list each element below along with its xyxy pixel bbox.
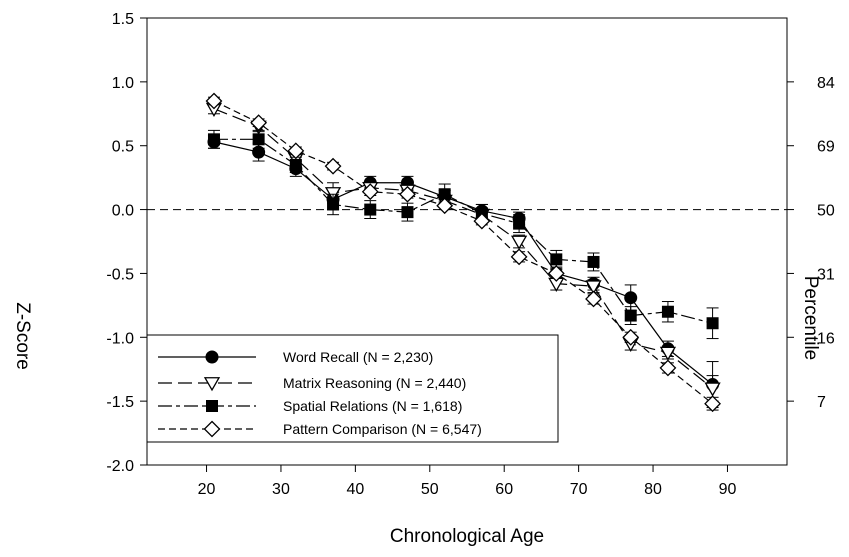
legend-marker <box>205 350 219 364</box>
data-point <box>659 359 677 377</box>
data-point <box>327 198 340 211</box>
series-line <box>213 138 713 324</box>
data-point <box>513 217 526 230</box>
legend-label: Word Recall (N = 2,230) <box>283 349 433 365</box>
data-point <box>704 382 721 397</box>
y2-tick-label: 16 <box>817 330 835 347</box>
data-point <box>401 206 414 219</box>
data-point <box>659 346 677 361</box>
y2-axis-label: Percentile <box>800 276 821 361</box>
y-tick-label: 0.0 <box>112 203 134 220</box>
legend-label: Pattern Comparison (N = 6,547) <box>283 421 482 437</box>
data-point <box>361 183 379 201</box>
legend: Word Recall (N = 2,230) Matrix Reasoning … <box>146 334 559 443</box>
data-point <box>624 291 638 305</box>
series-line <box>213 100 713 405</box>
y-axis-label: Z-Score <box>12 302 33 370</box>
y-axis: -2.0 -1.5 -1.0 -0.5 0.0 0.5 1.0 1.5 <box>106 11 147 475</box>
legend-label: Spatial Relations (N = 1,618) <box>283 398 462 414</box>
data-point <box>287 142 305 160</box>
data-point <box>207 133 220 146</box>
series-3 <box>207 129 719 340</box>
data-point <box>250 114 268 132</box>
y-tick-label: 1.5 <box>112 11 134 28</box>
data-point <box>205 92 223 110</box>
legend-marker <box>206 400 218 412</box>
data-point <box>550 253 563 266</box>
plot-frame <box>146 17 788 466</box>
x-tick-label: 30 <box>272 481 290 498</box>
x-axis-label: Chronological Age <box>390 526 544 547</box>
legend-marker <box>203 420 221 438</box>
series-group <box>205 92 722 413</box>
data-point <box>324 157 342 175</box>
y2-tick-label: 69 <box>817 139 835 156</box>
y-tick-label: 0.5 <box>112 139 134 156</box>
y-tick-label: -1.5 <box>106 394 134 411</box>
x-axis: 20 30 40 50 60 70 80 90 <box>198 465 737 498</box>
data-point <box>510 235 528 250</box>
data-point <box>587 255 600 268</box>
y2-tick-label: 7 <box>817 394 826 411</box>
data-point <box>364 203 377 216</box>
data-point <box>436 197 454 215</box>
data-point <box>399 185 416 203</box>
series-line <box>213 108 713 389</box>
x-tick-label: 90 <box>719 481 737 498</box>
data-point <box>706 317 719 330</box>
y-tick-label: -2.0 <box>106 458 134 475</box>
y2-tick-label: 31 <box>817 266 835 283</box>
x-tick-label: 70 <box>570 481 588 498</box>
y2-axis: 84 69 50 31 16 7 <box>787 75 835 411</box>
data-point <box>510 248 528 266</box>
data-point <box>704 395 722 413</box>
data-point <box>622 328 640 346</box>
data-point <box>252 133 265 146</box>
x-tick-label: 50 <box>421 481 439 498</box>
legend-marker <box>203 377 221 392</box>
data-point <box>289 158 302 171</box>
y2-tick-label: 84 <box>817 75 835 92</box>
data-point <box>661 305 674 318</box>
y-tick-label: -1.0 <box>106 330 134 347</box>
data-point <box>547 265 565 282</box>
data-point <box>585 280 602 295</box>
x-tick-label: 60 <box>495 481 513 498</box>
series-4 <box>205 92 722 413</box>
x-tick-label: 40 <box>346 481 364 498</box>
x-tick-label: 80 <box>644 481 662 498</box>
data-point <box>624 309 637 322</box>
y-tick-label: 1.0 <box>112 75 134 92</box>
data-point <box>473 212 491 230</box>
data-point <box>585 290 602 308</box>
x-tick-label: 20 <box>198 481 216 498</box>
legend-label: Matrix Reasoning (N = 2,440) <box>283 375 466 391</box>
y-tick-label: -0.5 <box>106 266 134 283</box>
y2-tick-label: 50 <box>817 203 835 220</box>
